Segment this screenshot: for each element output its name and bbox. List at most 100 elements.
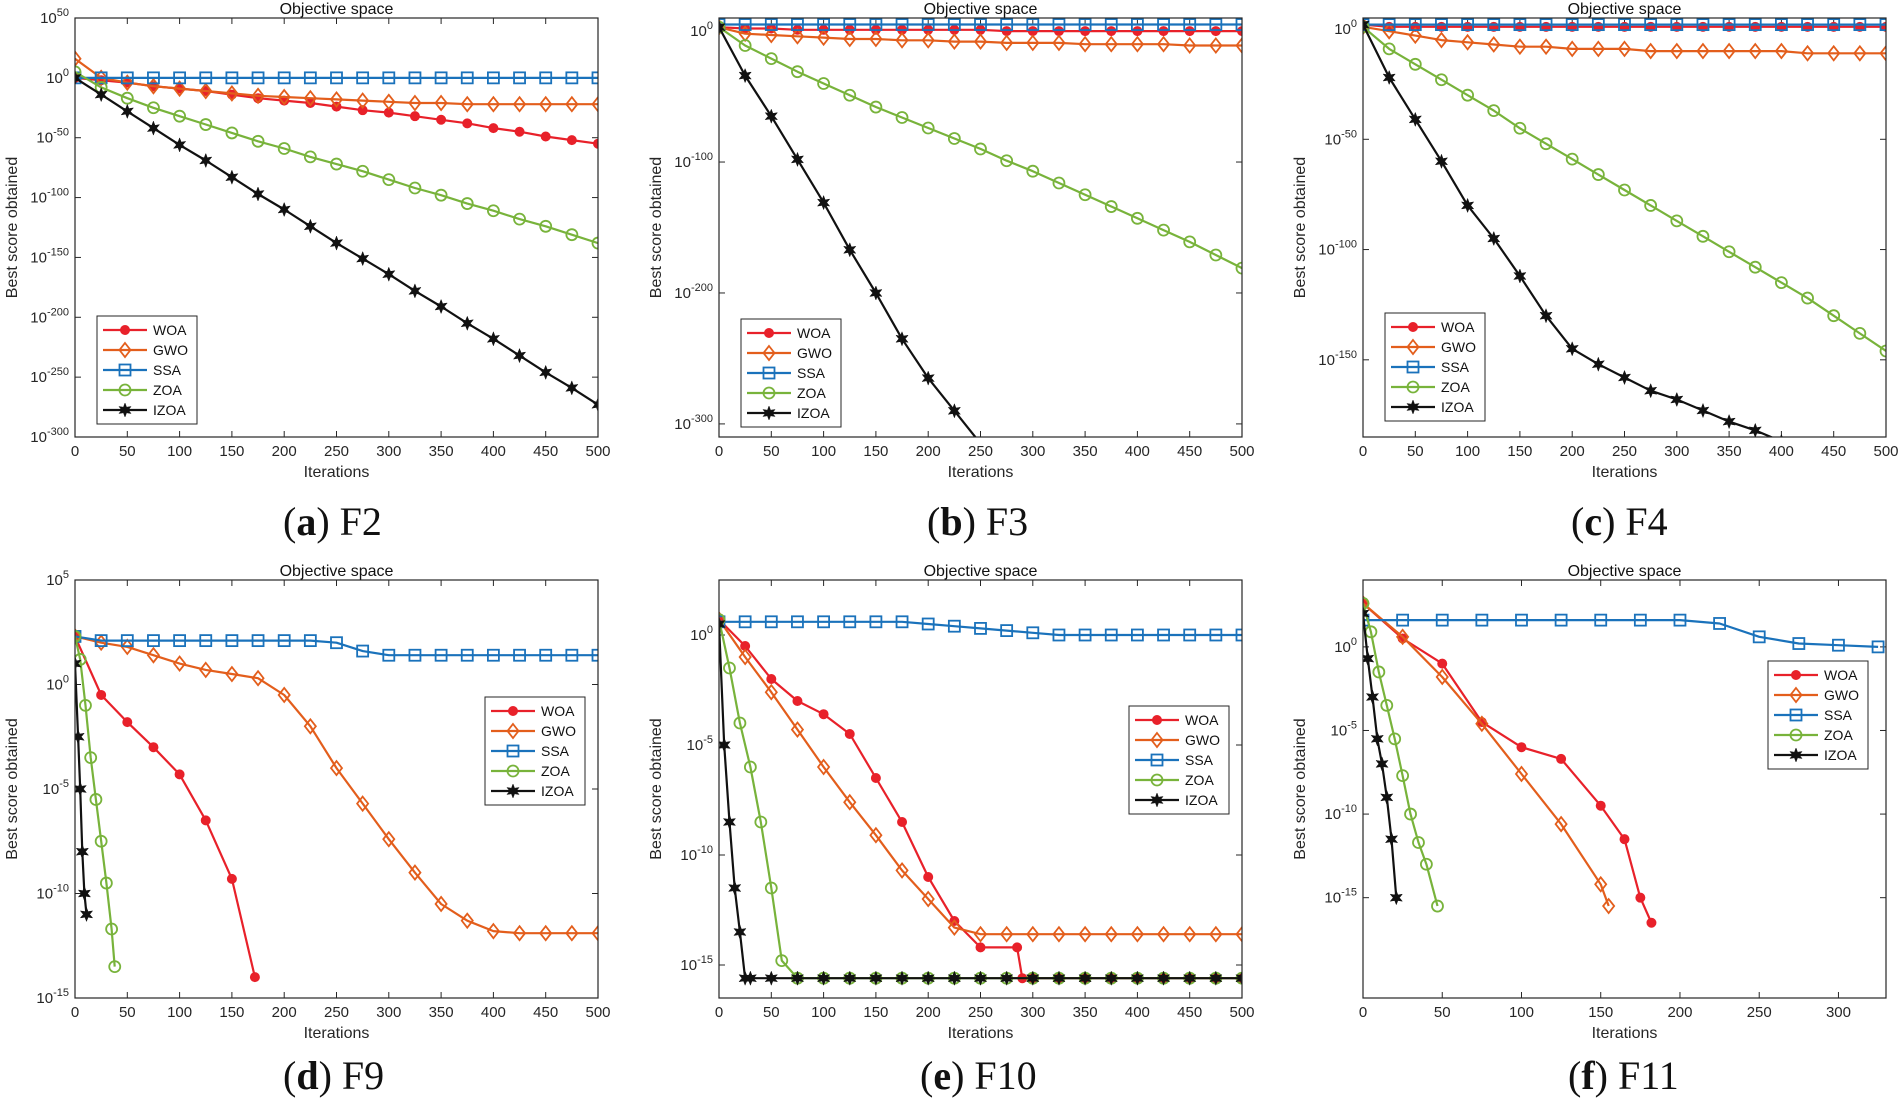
x-tick-label: 250 — [968, 1004, 993, 1021]
x-tick-label: 250 — [324, 443, 349, 460]
data-point-zoa — [1748, 260, 1762, 274]
data-point-ssa — [895, 18, 909, 31]
data-point-zoa — [408, 181, 422, 195]
data-point-ssa — [1539, 18, 1553, 32]
data-point-gwo — [225, 84, 239, 102]
data-point-izoa — [1513, 268, 1527, 284]
data-point-ssa — [791, 615, 804, 629]
legend-marker — [118, 341, 132, 359]
data-point-zoa — [1372, 665, 1386, 679]
legend-marker — [1789, 686, 1803, 704]
data-point-izoa — [75, 70, 82, 86]
data-point-ssa — [94, 634, 108, 648]
data-point-ssa — [1748, 18, 1762, 32]
data-point-izoa — [947, 403, 961, 419]
x-tick-label: 500 — [1873, 443, 1898, 460]
series-line-woa — [75, 635, 256, 978]
data-point-gwo — [790, 27, 805, 45]
data-point-izoa — [303, 218, 317, 235]
x-tick-label: 50 — [1434, 1004, 1451, 1021]
data-point-gwo — [75, 50, 82, 68]
data-point-gwo — [408, 94, 422, 112]
data-point-izoa — [895, 970, 909, 986]
x-tick-label: 0 — [715, 443, 723, 460]
data-point-ssa — [486, 71, 500, 85]
data-point-gwo — [1748, 42, 1762, 60]
legend-label: GWO — [153, 342, 188, 358]
data-point-woa — [1106, 26, 1117, 37]
data-point-zoa — [764, 52, 778, 65]
data-point-zoa — [719, 613, 726, 626]
chart-title: Objective space — [924, 563, 1038, 580]
x-tick-label: 0 — [71, 443, 79, 460]
data-point-zoa — [1722, 245, 1736, 259]
data-point-zoa — [1644, 199, 1658, 212]
data-point-izoa — [719, 737, 731, 753]
data-point-ssa — [921, 617, 935, 631]
data-point-ssa — [330, 71, 343, 85]
data-point-izoa — [591, 396, 598, 413]
data-point-izoa — [1382, 69, 1396, 86]
y-tick-label: 10-100 — [30, 187, 69, 207]
data-point-izoa — [1434, 153, 1449, 170]
data-point-gwo — [172, 655, 187, 673]
data-point-gwo — [408, 864, 422, 882]
chart-panel: 0 50 100 150 200 250 300 350 400 450 500 10-15 10-10… — [648, 563, 1255, 1042]
data-point-zoa — [486, 204, 500, 218]
data-point-gwo — [1052, 925, 1066, 943]
data-point-gwo — [895, 861, 909, 879]
data-point-gwo — [356, 92, 370, 110]
x-axis-label: Iterations — [1592, 464, 1658, 481]
data-point-ssa — [382, 648, 396, 662]
data-point-zoa — [1435, 73, 1448, 87]
legend-marker — [1789, 747, 1803, 763]
data-point-gwo — [486, 922, 501, 940]
data-point-ssa — [173, 634, 187, 648]
data-point-gwo — [1594, 875, 1608, 893]
data-point-izoa — [1670, 391, 1684, 408]
data-point-izoa — [199, 152, 213, 169]
x-tick-label: 50 — [763, 1004, 780, 1021]
data-point-zoa — [79, 699, 92, 712]
data-point-gwo — [1475, 715, 1489, 733]
data-point-zoa — [251, 134, 265, 148]
data-point-ssa — [120, 71, 134, 85]
legend-label: IZOA — [153, 402, 186, 418]
data-point-ssa — [1461, 18, 1474, 32]
data-point-ssa — [591, 71, 598, 85]
data-point-ssa — [147, 634, 160, 648]
data-point-ssa — [565, 71, 579, 85]
y-tick-label: 100 — [1334, 18, 1357, 38]
chart-panel: 0 50 100 150 200 250 300 350 400 450 500 10-300 10-2… — [4, 1, 611, 481]
data-point-gwo — [199, 82, 213, 100]
data-point-izoa — [329, 235, 344, 251]
data-point-ssa — [1879, 18, 1886, 32]
x-tick-label: 400 — [1125, 443, 1150, 460]
data-point-woa — [148, 742, 159, 753]
data-point-ssa — [303, 634, 317, 648]
data-point-ssa — [764, 18, 778, 31]
data-point-zoa — [1183, 235, 1197, 249]
data-point-gwo — [1827, 44, 1841, 62]
data-point-gwo — [1156, 925, 1171, 943]
data-point-izoa — [1854, 465, 1866, 479]
data-point-izoa — [1591, 356, 1606, 372]
x-tick-label: 350 — [1073, 443, 1098, 460]
x-tick-label: 50 — [1407, 443, 1424, 460]
legend-label: IZOA — [797, 405, 830, 421]
data-point-zoa — [1591, 168, 1605, 181]
data-point-zoa — [108, 960, 122, 974]
data-point-woa — [1001, 26, 1012, 37]
data-point-ssa — [1235, 628, 1242, 642]
legend-label: SSA — [1441, 359, 1470, 375]
data-point-woa — [975, 942, 986, 953]
data-point-woa — [96, 689, 107, 700]
data-point-gwo — [1591, 40, 1605, 58]
x-tick-label: 300 — [1020, 1004, 1045, 1021]
data-point-woa — [1516, 742, 1527, 753]
y-tick-label: 10-10 — [1324, 803, 1357, 823]
legend-marker — [1406, 338, 1420, 356]
data-point-zoa — [738, 39, 752, 52]
data-point-izoa — [1365, 689, 1380, 705]
data-point-zoa — [1209, 248, 1223, 262]
